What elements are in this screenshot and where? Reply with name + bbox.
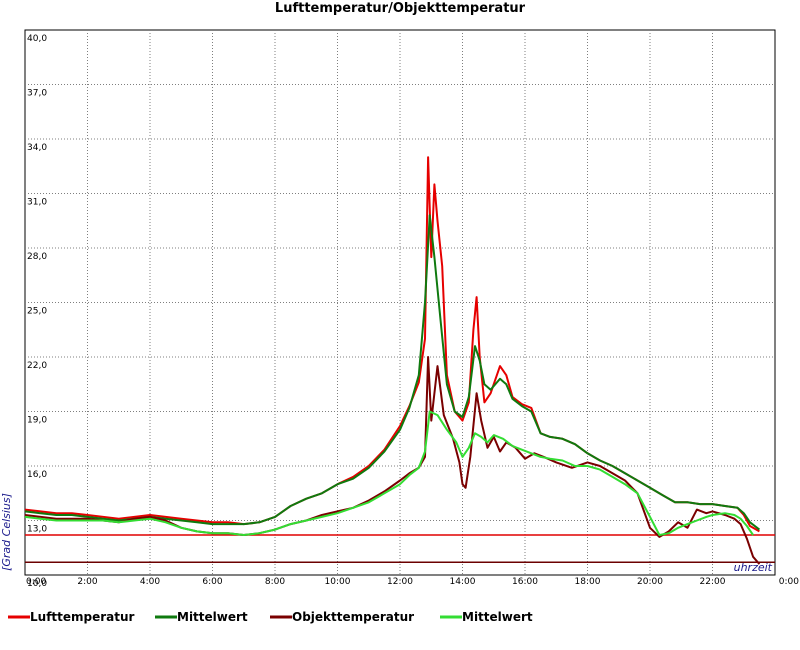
y-axis-label: [Grad Celsius] <box>0 493 13 571</box>
y-tick-label: 37,0 <box>27 89 47 99</box>
y-tick-label: 16,0 <box>27 470 47 480</box>
y-tick-label: 10,0 <box>27 579 47 589</box>
series-line-4 <box>24 410 754 536</box>
x-tick-label: 0:00 <box>779 577 799 587</box>
y-tick-label: 19,0 <box>27 416 47 426</box>
y-tick-label: 34,0 <box>27 143 47 153</box>
y-tick-label: 40,0 <box>27 34 47 44</box>
x-tick-label: 10:00 <box>325 577 351 587</box>
legend-label: Mittelwert <box>177 610 248 624</box>
x-tick-label: 2:00 <box>77 577 97 587</box>
legend-label: Mittelwert <box>462 610 533 624</box>
series-line-2 <box>24 214 761 531</box>
y-tick-label: 31,0 <box>27 198 47 208</box>
x-tick-label: 8:00 <box>265 577 285 587</box>
x-tick-label: 4:00 <box>140 577 160 587</box>
series-group <box>24 156 761 565</box>
y-tick-label: 22,0 <box>27 361 47 371</box>
grid <box>25 30 775 575</box>
y-tick-label: 25,0 <box>27 307 47 317</box>
y-tick-label: 13,0 <box>27 525 47 535</box>
x-tick-label: 16:00 <box>512 577 538 587</box>
y-tick-labels: 10,0 13,0 16,0 19,0 22,0 25,0 28,0 31,0 34,0 37,0… <box>27 34 47 589</box>
x-axis-label: uhrzeit <box>734 561 773 574</box>
chart-title: Lufttemperatur/Objekttemperatur <box>275 1 526 16</box>
x-tick-labels: 0:00 2:00 4:00 6:00 8:00 10:00 12:00 14:00 16:00… <box>26 577 799 587</box>
x-tick-label: 20:00 <box>637 577 663 587</box>
y-tick-label: 28,0 <box>27 252 47 262</box>
x-tick-label: 6:00 <box>202 577 222 587</box>
legend: Lufttemperatur Mittelwert Objekttemperatur… <box>8 610 533 624</box>
legend-label: Lufttemperatur <box>30 610 135 624</box>
x-tick-label: 0:00 <box>26 577 46 587</box>
x-tick-label: 18:00 <box>575 577 601 587</box>
x-tick-label: 22:00 <box>700 577 726 587</box>
x-tick-label: 14:00 <box>450 577 476 587</box>
x-tick-label: 12:00 <box>387 577 413 587</box>
reference-lines <box>25 534 775 564</box>
legend-label: Objekttemperatur <box>292 610 414 624</box>
